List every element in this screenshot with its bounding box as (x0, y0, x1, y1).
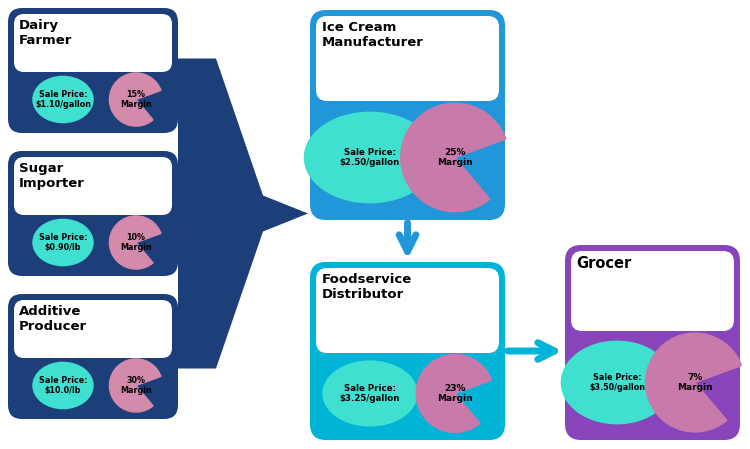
FancyBboxPatch shape (14, 300, 172, 358)
Text: Sale Price:
$2.50/gallon: Sale Price: $2.50/gallon (340, 148, 400, 167)
Wedge shape (110, 73, 161, 126)
Polygon shape (178, 58, 308, 369)
FancyBboxPatch shape (8, 151, 178, 276)
FancyBboxPatch shape (8, 294, 178, 419)
Wedge shape (400, 103, 506, 212)
FancyBboxPatch shape (316, 16, 499, 101)
FancyBboxPatch shape (310, 10, 505, 220)
Text: Sale Price:
$3.50/gallon: Sale Price: $3.50/gallon (589, 373, 645, 392)
Text: Sugar
Importer: Sugar Importer (19, 162, 85, 190)
Text: 30%
Margin: 30% Margin (120, 376, 152, 395)
Text: 10%
Margin: 10% Margin (120, 233, 152, 252)
FancyBboxPatch shape (316, 268, 499, 353)
Text: 25%
Margin: 25% Margin (437, 148, 472, 167)
Ellipse shape (562, 341, 673, 424)
Wedge shape (110, 359, 161, 412)
Wedge shape (110, 216, 161, 269)
Text: 23%
Margin: 23% Margin (437, 384, 472, 403)
FancyBboxPatch shape (8, 8, 178, 133)
FancyBboxPatch shape (14, 14, 172, 72)
Text: Sale Price:
$0.90/lb: Sale Price: $0.90/lb (39, 233, 87, 252)
FancyBboxPatch shape (571, 251, 734, 331)
Text: Sale Price:
$10.0/lb: Sale Price: $10.0/lb (39, 376, 87, 395)
Ellipse shape (33, 362, 93, 409)
Text: 7%
Margin: 7% Margin (677, 373, 712, 392)
Text: 15%
Margin: 15% Margin (120, 90, 152, 109)
Wedge shape (646, 333, 742, 432)
Ellipse shape (33, 76, 93, 123)
Text: Additive
Producer: Additive Producer (19, 305, 87, 333)
Text: Grocer: Grocer (576, 256, 632, 271)
Wedge shape (416, 355, 491, 432)
FancyBboxPatch shape (310, 262, 505, 440)
Text: Sale Price:
$1.10/gallon: Sale Price: $1.10/gallon (35, 90, 91, 109)
FancyBboxPatch shape (14, 157, 172, 215)
Ellipse shape (323, 361, 417, 426)
Ellipse shape (33, 220, 93, 266)
Text: Ice Cream
Manufacturer: Ice Cream Manufacturer (322, 21, 424, 49)
Text: Sale Price:
$3.25/gallon: Sale Price: $3.25/gallon (340, 384, 400, 403)
Text: Dairy
Farmer: Dairy Farmer (19, 19, 72, 47)
FancyBboxPatch shape (565, 245, 740, 440)
Ellipse shape (304, 112, 436, 202)
Text: Foodservice
Distributor: Foodservice Distributor (322, 273, 413, 301)
